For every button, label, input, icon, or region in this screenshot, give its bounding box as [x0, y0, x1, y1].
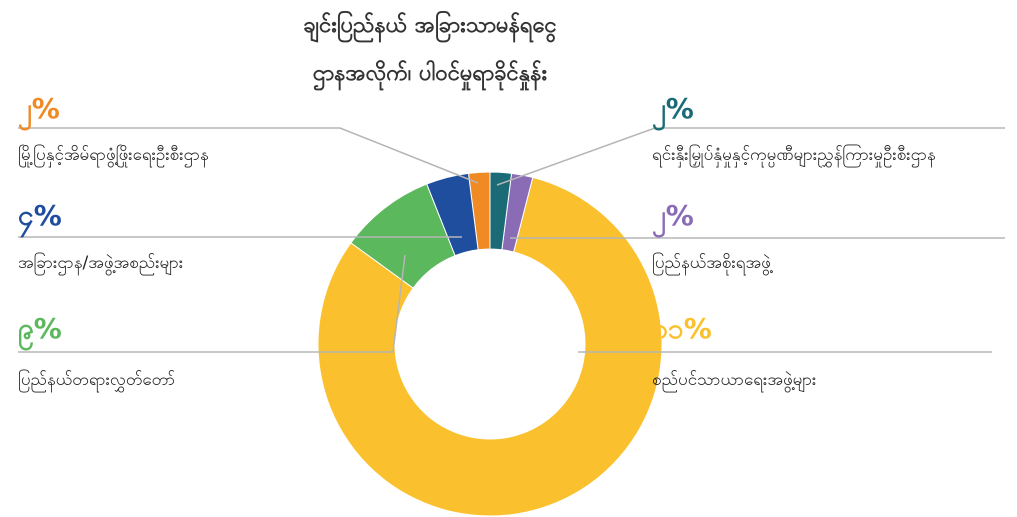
chart-title: ချင်းပြည်နယ် အခြားသာမန်ရငွေ — [303, 10, 557, 43]
leader-line — [496, 127, 656, 186]
donut-slice — [501, 172, 534, 253]
value-label: ၄% — [18, 199, 62, 239]
category-label: အခြားဌာန/အဖွဲ့အစည်းများ — [18, 251, 183, 276]
donut-slice — [489, 171, 513, 251]
value-label: ၂% — [652, 199, 694, 239]
donut-slice — [350, 183, 456, 289]
category-label: ရင်းနှီးမြှုပ်နှံမှုနှင့်ကုမ္ပဏီများညွှန… — [652, 143, 936, 168]
leader-lines — [18, 127, 1005, 353]
value-label: ၉% — [18, 312, 62, 352]
leader-line — [18, 127, 479, 184]
value-label: ၂% — [18, 92, 60, 132]
chart-title: ဌာနအလိုက်၊ ပါဝင်မှုရာခိုင်နှုန်း — [313, 59, 548, 91]
category-label: ပြည်နယ်အစိုးရအဖွဲ့ — [652, 251, 773, 276]
category-label: ပြည်နယ်တရားလွှတ်တော် — [18, 368, 175, 393]
category-label: မြို့ပြနှင့်အိမ်ရာဖွံ့ဖြိုးရေးဦးစီးဌာန — [18, 143, 209, 168]
leader-line — [18, 254, 406, 353]
value-label: ၂% — [652, 92, 694, 132]
donut-slice — [317, 176, 663, 517]
value-label: ၈၁% — [652, 312, 712, 345]
category-label: စည်ပင်သာယာရေးအဖွဲ့များ — [652, 370, 816, 393]
donut-slice — [426, 172, 479, 257]
